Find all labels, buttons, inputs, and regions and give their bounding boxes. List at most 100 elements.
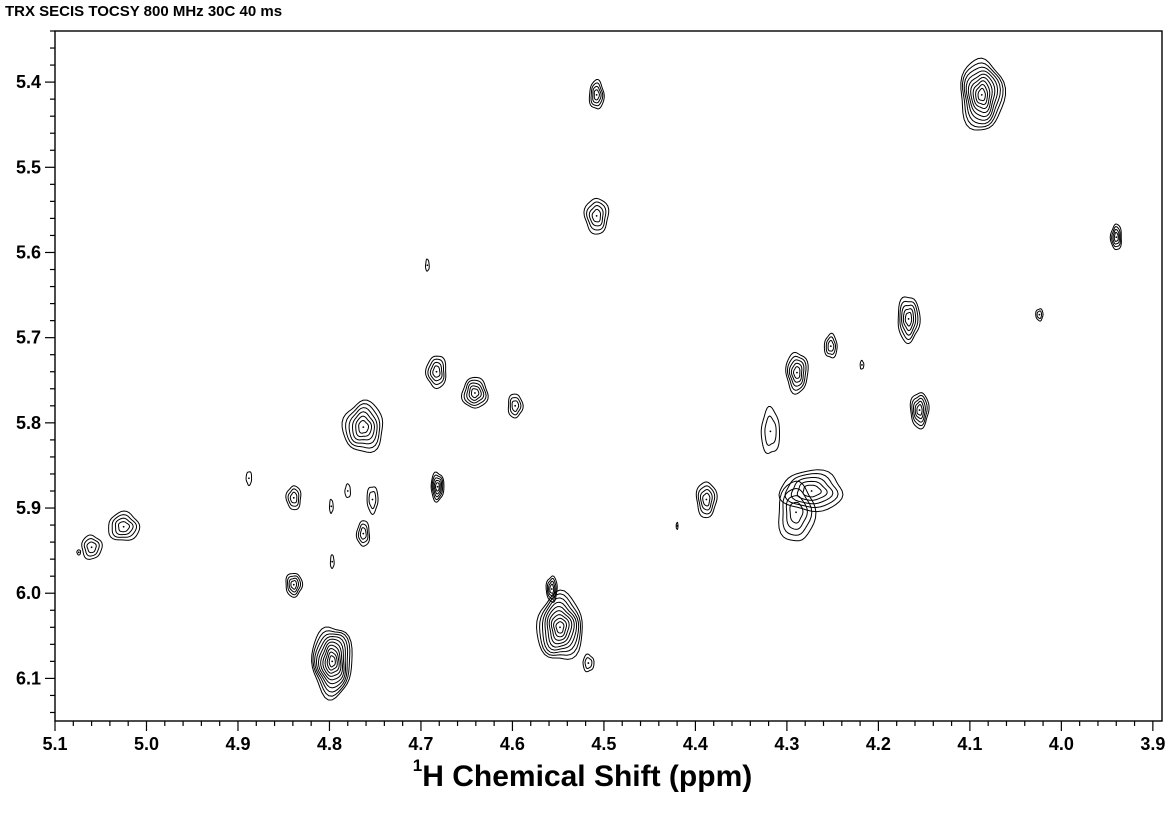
peak-center (292, 583, 295, 586)
contour-level (433, 479, 441, 495)
contour-level (914, 400, 925, 420)
contour-level (970, 76, 993, 114)
contour-peak (108, 510, 141, 541)
contour-peak (507, 393, 524, 419)
peak-center (595, 214, 598, 217)
contour-level (320, 641, 344, 681)
contour-peak (355, 520, 371, 547)
y-tick-label: 6.1 (16, 668, 41, 688)
contour-level (434, 482, 440, 492)
peak-center (331, 660, 334, 663)
contour-level (588, 78, 605, 110)
contour-level (341, 399, 384, 453)
contour-peaks (76, 57, 1122, 701)
contour-level (550, 614, 570, 641)
contour-level (328, 655, 336, 668)
contour-level (1111, 226, 1121, 248)
peak-center (829, 345, 832, 348)
contour-level (909, 392, 930, 430)
contour-peak (460, 376, 489, 409)
contour-peak (897, 296, 921, 345)
contour-level (789, 501, 804, 524)
contour-level (548, 580, 556, 597)
contour-level (592, 85, 602, 104)
contour-level (287, 575, 302, 596)
contour-level (541, 597, 580, 654)
contour-level (355, 415, 373, 438)
contour-level (916, 404, 923, 416)
contour-level (785, 351, 809, 395)
contour-peak (311, 626, 353, 701)
contour-peak (588, 78, 605, 110)
x-axis-label-superscript: 1 (412, 756, 423, 775)
contour-peak (285, 485, 302, 511)
contour-level (348, 407, 378, 445)
peak-center (122, 525, 125, 528)
y-tick-label: 5.5 (16, 157, 41, 177)
x-tick-label: 4.3 (774, 734, 799, 754)
y-tick-label: 5.7 (16, 328, 41, 348)
contour-peak (425, 355, 447, 390)
contour-level (975, 83, 989, 106)
contour-level (901, 304, 917, 336)
contour-level (111, 514, 138, 538)
contour-level (977, 87, 986, 102)
x-tick-label: 4.6 (500, 734, 525, 754)
contour-level (328, 498, 334, 515)
contour-peak (760, 405, 781, 455)
peak-center (1115, 236, 1118, 239)
contour-level (425, 355, 447, 390)
contour-peak (328, 498, 334, 515)
contour-level (431, 474, 444, 501)
contour-peak (778, 469, 844, 513)
contour-level (368, 490, 377, 510)
contour-level (539, 593, 582, 656)
contour-level (786, 355, 807, 391)
contour-level (108, 510, 141, 541)
contour-level (790, 362, 803, 383)
peak-center (371, 498, 374, 501)
contour-level (507, 393, 524, 419)
contour-peak (76, 549, 82, 556)
contour-level (432, 477, 442, 498)
peak-center (330, 505, 333, 508)
contour-level (825, 336, 837, 355)
contour-level (586, 201, 607, 231)
contour-level (764, 415, 777, 446)
contour-level (1113, 231, 1119, 242)
peak-center (514, 404, 517, 407)
contour-level (545, 575, 558, 603)
contour-level (788, 359, 805, 387)
contour-peak (582, 653, 595, 673)
contour-peak (785, 351, 809, 395)
contour-level (584, 657, 593, 670)
contour-level (549, 583, 555, 594)
contour-level (796, 480, 828, 501)
contour-level (351, 411, 375, 441)
contour-level (553, 617, 568, 638)
x-axis-label: 1H Chemical Shift (ppm) (0, 756, 1165, 794)
x-tick-label: 4.2 (866, 734, 891, 754)
contour-peak (344, 483, 351, 499)
contour-level (355, 520, 371, 547)
contour-level (509, 397, 522, 416)
contour-peak (778, 480, 817, 542)
contour-level (357, 523, 369, 544)
contour-level (430, 471, 445, 503)
contour-level (899, 300, 919, 341)
contour-level (312, 630, 351, 697)
contour-level (1035, 308, 1044, 322)
contour-level (699, 489, 713, 511)
contour-level (285, 572, 304, 598)
contour-level (555, 621, 565, 634)
contour-peak (424, 258, 430, 272)
contour-level (460, 376, 489, 409)
x-tick-label: 3.9 (1140, 734, 1165, 754)
peak-center (980, 93, 983, 96)
contour-level (81, 534, 103, 560)
x-tick-label: 4.7 (408, 734, 433, 754)
x-tick-label: 4.5 (591, 734, 616, 754)
contour-level (366, 486, 379, 516)
x-tick-label: 4.1 (957, 734, 982, 754)
x-tick-label: 4.4 (683, 734, 708, 754)
